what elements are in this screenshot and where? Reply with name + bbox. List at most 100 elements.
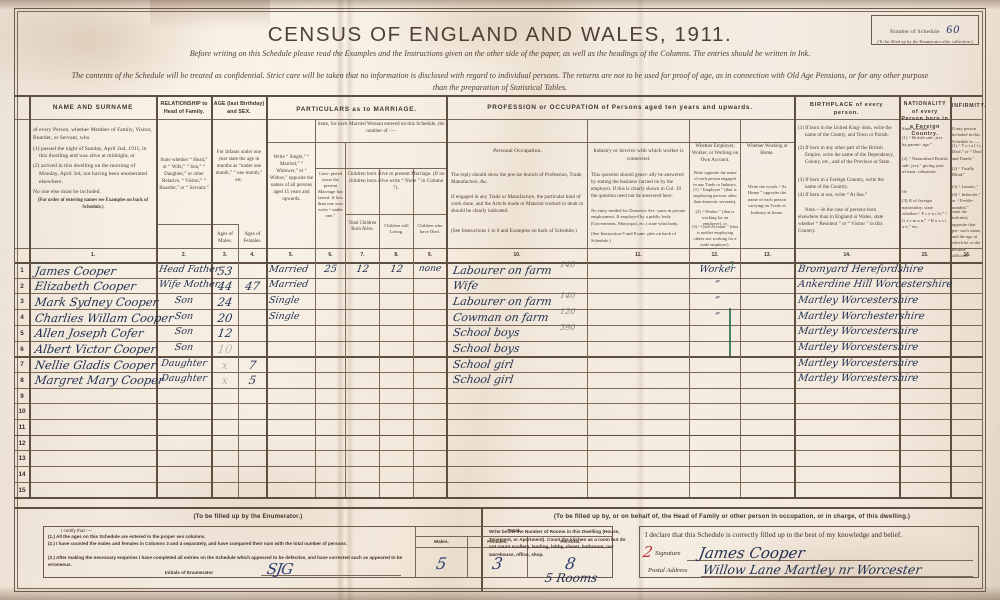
page-title: CENSUS OF ENGLAND AND WALES, 1911.	[267, 23, 733, 46]
cell-birthplace: Martley Worcestershire	[797, 342, 920, 353]
enumerator-caption: (To be filled up by the Enumerator.)	[193, 513, 303, 520]
postal-address-label: Postal Address	[648, 567, 688, 574]
cell-relationship: Son	[173, 342, 195, 353]
signature-label: Signature	[655, 550, 681, 557]
col-header-employer-e1: Write opposite the name of each person e…	[693, 170, 737, 188]
persons-label: Persons.	[560, 540, 581, 545]
cell-birthplace: Ankerdine Hill Worcestershire	[797, 279, 954, 291]
certificate-divider	[415, 526, 416, 578]
grid-row-line	[15, 419, 983, 420]
cell-relationship: Son	[173, 294, 195, 306]
males-value: 5	[434, 554, 449, 573]
instruction-line-2: The contents of the Schedule will be tre…	[71, 71, 929, 80]
col-header-industry-i2: No entry needed for Domestic Ser- vants …	[591, 208, 686, 226]
initials-value: SJG	[265, 560, 294, 578]
col-number-3: 3.	[222, 252, 228, 258]
totals-divider	[527, 536, 528, 578]
row-number: 14	[18, 471, 26, 479]
row-number: 5	[20, 329, 24, 337]
col-header-occupation-p1: The reply should show the precise branch…	[451, 172, 583, 186]
head-of-family-caption: (To be filled up by, or on behalf of, th…	[553, 513, 911, 520]
row-number: 9	[20, 392, 24, 400]
postal-address-value: Willow Lane Martley nr Worcester	[701, 562, 923, 577]
declaration-box	[639, 526, 979, 578]
name-item-1: (1) passed the night of Sunday, April 2n…	[33, 145, 147, 160]
cell-age-female: 5	[247, 373, 258, 388]
col-number-8: 8.	[394, 252, 399, 258]
cell-name: Nellie Gladis Cooper	[33, 357, 158, 372]
grid-line-h	[446, 142, 794, 143]
col-number-10: 10.	[513, 252, 521, 258]
cell-birthplace: Martley Worcestershire	[797, 326, 920, 338]
schedule-sheet: CENSUS OF ENGLAND AND WALES, 1911. Befor…	[14, 8, 986, 592]
cell-relationship: Wife Mother	[158, 279, 221, 291]
rooms-instruction: Write below the Number of Rooms in this …	[489, 529, 626, 557]
certify-item-2: (2.) I have counted the males and female…	[48, 541, 348, 546]
grid-line-v	[446, 95, 448, 497]
cell-employer-status: ”	[713, 279, 721, 291]
cell-marital-condition: Married	[268, 263, 310, 275]
col-header-age-females: Ages of Females.	[243, 232, 262, 245]
cell-relationship: Son	[173, 310, 195, 322]
grid-row-line	[15, 356, 983, 358]
col-header-employer-e4: (3) “ Own Account ” (that is neither emp…	[692, 224, 738, 248]
col-header-industry-i1: This question should gener- ally be answ…	[591, 173, 684, 200]
grid-line-h	[156, 224, 238, 225]
cell-birthplace: Bromyard Herefordshire	[797, 263, 925, 275]
row-number: 7	[20, 361, 24, 369]
col-header-infirmity-f5: (4) “ Imbecile,” or “ Feeble-minded,”	[952, 192, 981, 210]
cell-age-female: 7	[247, 357, 258, 372]
col-header-children-born: Children born alive to present Marriage.…	[347, 171, 445, 192]
col-header-name: NAME AND SURNAME	[52, 104, 134, 111]
cell-age-male: 44	[216, 279, 234, 294]
col-header-infirmity: INFIRMITY.	[952, 103, 987, 109]
schedule-number-note: (To be filled up by the Enumerator after…	[877, 39, 973, 44]
grid-line-v	[899, 95, 901, 497]
schedule-number-label: Number of Schedule	[889, 29, 940, 35]
col-number-13: 13.	[764, 252, 771, 258]
cell-children-died: none	[418, 263, 442, 274]
col-number-5: 5.	[288, 252, 294, 258]
name-item-3: No one else must be included.	[33, 188, 101, 195]
totals-divider	[415, 547, 613, 548]
row-number: 13	[18, 455, 26, 463]
cell-age-male: x	[220, 373, 230, 388]
col-number-2: 2.	[181, 252, 187, 258]
cell-children-living: 12	[389, 263, 404, 275]
grid-row-line	[15, 403, 983, 405]
col-header-nationality-n5: (3) If of foreign nationality, state whe…	[902, 198, 948, 230]
cell-name: James Cooper	[33, 263, 118, 278]
cell-marital-condition: Single	[268, 310, 301, 322]
cell-occupation: School girl	[451, 357, 515, 371]
col-header-age-body: For Infants under one year state the age…	[215, 150, 263, 184]
name-item-4: (For order of entering names see Example…	[37, 198, 149, 211]
col-header-profession: PROFESSION or OCCUPATION of Persons aged…	[487, 104, 753, 111]
address-rule	[701, 576, 973, 577]
col-header-home-h1: Write the words “ At Home ” opposite the…	[747, 184, 787, 215]
col-header-personal-occupation: Personal Occupation.	[493, 148, 542, 154]
col-header-nationality-n2: (1) “ British sub- ject by parent- age.”	[902, 135, 943, 147]
grid-row-line	[15, 450, 983, 452]
cell-marital-condition: Single	[268, 294, 301, 306]
cell-employer-status: ”	[713, 310, 721, 322]
col-header-total-born: Total Children Born Alive.	[348, 221, 377, 233]
col-header-infirmity-f1: If any person included in this Schedule …	[952, 126, 980, 144]
row-number: 6	[20, 345, 24, 353]
col-header-birthplace-b2: (2) If born in any other part of the Bri…	[798, 146, 894, 166]
col-header-birthplace-b1: (1) If born in the United King- dom, wri…	[798, 126, 892, 139]
declaration-text: I declare that this Schedule is correctl…	[645, 530, 903, 539]
col-header-employer-e3: (2) “ Worker ” (that is working for an e…	[695, 209, 735, 227]
initials-label: Initials of Enumerator	[165, 570, 214, 575]
occupation-code-annotation: 120	[559, 307, 576, 317]
totals-divider	[467, 536, 468, 578]
cell-birthplace: Martley Worcestershire	[797, 294, 920, 306]
col-header-have-died: Children who have Died.	[417, 223, 443, 234]
col-header-industry: Industry or Service with which worker is…	[593, 148, 684, 162]
cell-birthplace: Martley Worchestershire	[797, 310, 926, 322]
col-number-12: 12.	[711, 252, 719, 258]
cell-employer-status: ”	[713, 294, 721, 306]
cell-marital-condition: Married	[268, 279, 310, 291]
col-header-infirmity-f2: (1) “ T o t a l l y Deaf,” or “ Deaf and…	[952, 143, 982, 161]
schedule-number-value: 60	[946, 22, 961, 36]
grid-line-h	[266, 142, 446, 143]
